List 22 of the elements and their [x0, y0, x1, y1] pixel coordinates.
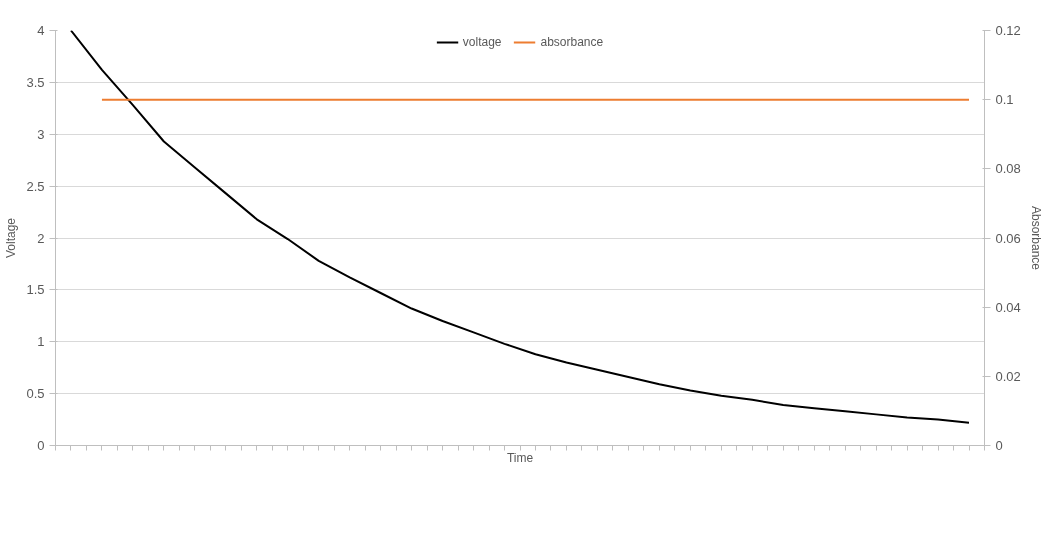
y-tick-label: 2.5: [26, 178, 45, 194]
legend-label: voltage: [462, 35, 502, 49]
y-tick-label: 1: [37, 334, 45, 350]
y2-tick-label: 0.1: [995, 92, 1014, 108]
y2-tick-label: 0.04: [995, 299, 1021, 315]
y-tick-label: 0: [37, 438, 45, 453]
y2-tick-label: 0.06: [995, 230, 1021, 246]
y-tick-label: 0.5: [26, 386, 45, 402]
y2-tick-label: 0: [995, 438, 1003, 453]
y2-tick-label: 0.02: [995, 368, 1021, 384]
y-tick-label: 3: [37, 126, 45, 142]
line-series: [69, 30, 971, 424]
y2-axis-title: Absorbance: [1028, 205, 1043, 271]
y2-tick-label: 0.12: [995, 23, 1021, 38]
y2-tick-label: 0.08: [995, 161, 1021, 177]
y-tick-label: 2: [37, 230, 45, 246]
y-tick-label: 4: [37, 23, 45, 38]
x-axis-title: Time: [506, 450, 534, 465]
y-tick-label: 1.5: [26, 282, 45, 298]
legend-label: absorbance: [540, 35, 604, 49]
y-axis-title: Voltage: [4, 217, 19, 259]
y-tick-label: 3.5: [26, 74, 45, 90]
